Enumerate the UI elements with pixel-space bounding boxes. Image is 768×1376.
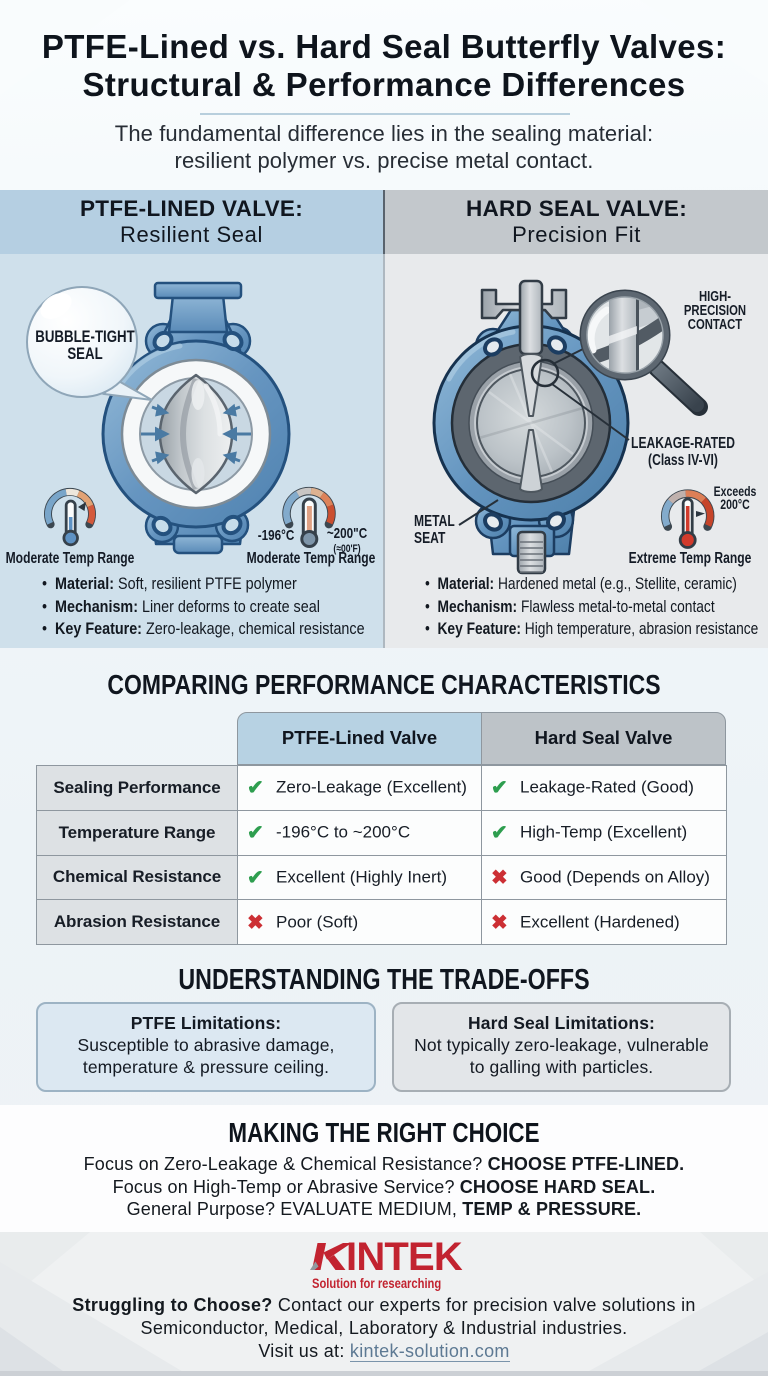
svg-text:INTEK: INTEK [346, 1238, 463, 1279]
svg-text:Solution for researching: Solution for researching [312, 1276, 441, 1291]
